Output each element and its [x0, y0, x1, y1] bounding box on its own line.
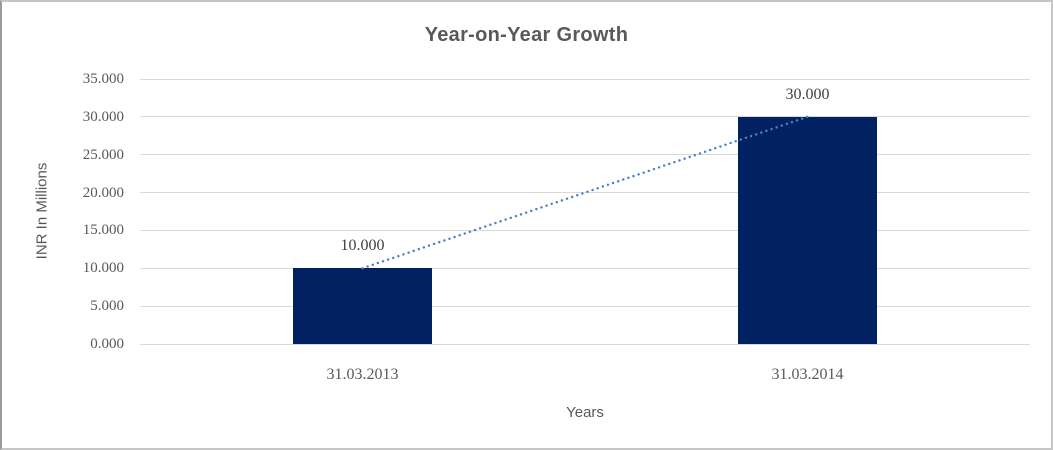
bar	[293, 268, 432, 344]
ytick-label: 5.000	[90, 298, 124, 315]
gridline	[140, 78, 1030, 80]
value-label: 30.000	[785, 85, 830, 103]
value-label: 10.000	[340, 237, 385, 255]
gridline	[140, 305, 1030, 307]
gridline	[140, 116, 1030, 118]
gridline	[140, 192, 1030, 194]
ytick-label: 35.000	[82, 71, 124, 87]
ytick-label: 15.000	[82, 222, 124, 239]
gridline	[140, 267, 1030, 269]
bar	[738, 116, 877, 344]
gridline	[140, 229, 1030, 231]
gridline	[140, 154, 1030, 156]
xtick-label: 31.03.2013	[326, 366, 399, 383]
y-axis-title: INR In Millions	[33, 162, 51, 260]
chart-title: Year-on-Year Growth	[424, 24, 629, 46]
xtick-label: 31.03.2014	[771, 366, 844, 383]
ytick-label: 20.000	[82, 184, 124, 201]
ytick-label: 10.000	[82, 260, 124, 277]
ytick-label: 30.000	[82, 108, 124, 125]
gridline	[140, 343, 1030, 345]
ytick-label: 25.000	[82, 146, 124, 163]
ytick-label: 0.000	[90, 336, 124, 352]
x-axis-title: Years	[566, 404, 604, 421]
